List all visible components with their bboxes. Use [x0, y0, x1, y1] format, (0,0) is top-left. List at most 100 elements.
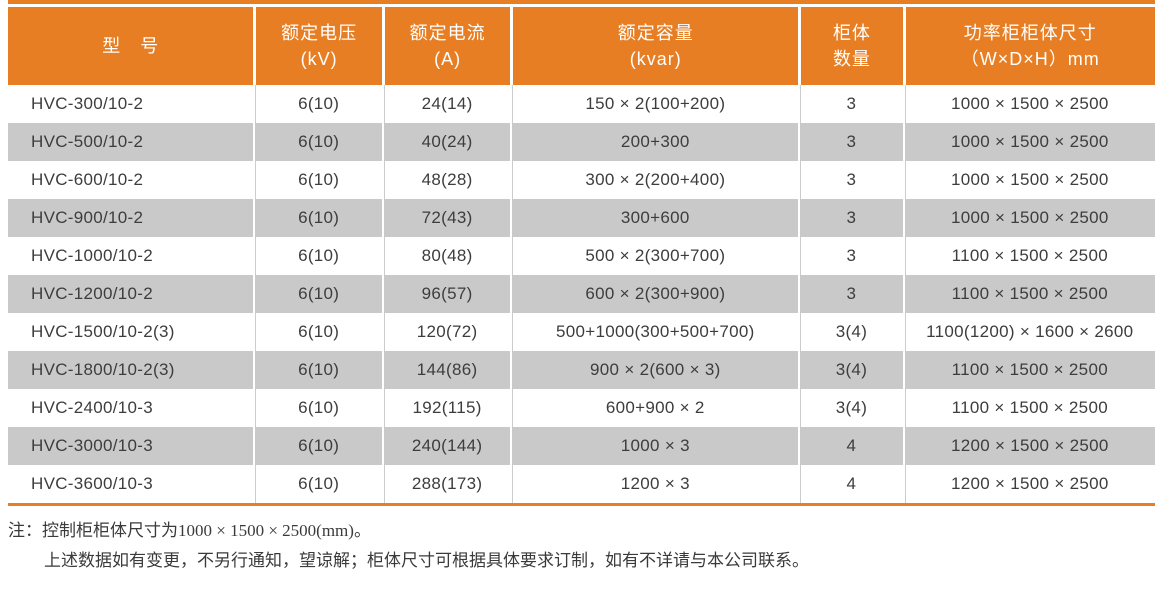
cabinet-dimensions-cell: 1200 × 1500 × 2500 — [902, 465, 1155, 503]
cabinet-dimensions-cell: 1000 × 1500 × 2500 — [902, 161, 1155, 199]
col-header-model: 型 号 — [8, 7, 254, 85]
cabinet-dimensions-cell: 1100 × 1500 × 2500 — [902, 275, 1155, 313]
cabinet-dimensions-cell: 1000 × 1500 × 2500 — [902, 123, 1155, 161]
cabinet-dimensions-cell: 1100 × 1500 × 2500 — [902, 389, 1155, 427]
cabinet-dimensions-cell: 1100 × 1500 × 2500 — [902, 237, 1155, 275]
col-header-cabinet-count-label: 柜体 — [832, 23, 871, 43]
model-cell: HVC-2400/10-3 — [31, 398, 154, 417]
table-header-row: 型 号 额定电压 (kV) 额定电流 (A) 额定容量 (kvar) 柜体 数量… — [8, 7, 1155, 85]
col-header-rated-voltage: 额定电压 (kV) — [253, 7, 382, 85]
rated-capacity-cell: 500+1000(300+500+700) — [510, 313, 798, 351]
rated-current-cell: 144(86) — [381, 351, 511, 389]
cabinet-dimensions-cell: 1100(1200) × 1600 × 2600 — [902, 313, 1155, 351]
rated-capacity-cell: 900 × 2(600 × 3) — [510, 351, 799, 389]
model-cell: HVC-1500/10-2(3) — [31, 322, 175, 341]
rated-current-cell: 288(173) — [381, 465, 510, 503]
rated-capacity-cell: 600 × 2(300+900) — [510, 275, 799, 313]
rated-voltage-cell: 6(10) — [253, 237, 381, 275]
cabinet-dimensions-cell: 1000 × 1500 × 2500 — [902, 85, 1155, 123]
rated-voltage-cell: 6(10) — [253, 427, 382, 465]
table-row: HVC-600/10-2 6(10) 48(28) 300 × 2(200+400) 3… — [8, 161, 1155, 199]
rated-current-cell: 120(72) — [381, 313, 510, 351]
rated-voltage-cell: 6(10) — [253, 199, 382, 237]
model-cell: HVC-600/10-2 — [31, 170, 144, 189]
cabinet-count-cell: 3(4) — [798, 313, 902, 351]
col-header-model-label: 型 号 — [102, 36, 160, 56]
cabinet-count-cell: 4 — [798, 465, 902, 503]
rated-current-cell: 192(115) — [381, 389, 510, 427]
rated-capacity-cell: 150 × 2(100+200) — [510, 85, 798, 123]
table-row: HVC-2400/10-3 6(10) 192(115) 600+900 × 2 3(4… — [8, 389, 1155, 427]
model-cell: HVC-300/10-2 — [31, 94, 144, 113]
model-cell: HVC-1200/10-2 — [8, 275, 254, 313]
col-header-rated-capacity-unit: (kvar) — [629, 49, 682, 69]
rated-current-cell: 24(14) — [381, 85, 510, 123]
table-row: HVC-3000/10-3 6(10) 240(144) 1000 × 3 4 1200 … — [8, 427, 1155, 465]
cabinet-count-cell: 3 — [798, 161, 902, 199]
col-header-cabinet-count-sublabel: 数量 — [832, 49, 871, 69]
rated-current-cell: 48(28) — [381, 161, 510, 199]
rated-voltage-cell: 6(10) — [253, 465, 381, 503]
table-row: HVC-1000/10-2 6(10) 80(48) 500 × 2(300+700)… — [8, 237, 1155, 275]
rated-capacity-cell: 500 × 2(300+700) — [510, 237, 798, 275]
cabinet-count-cell: 3(4) — [798, 389, 902, 427]
table-top-accent-bar — [8, 0, 1155, 4]
rated-voltage-cell: 6(10) — [253, 161, 381, 199]
rated-capacity-cell: 300+600 — [510, 199, 799, 237]
table-row: HVC-1800/10-2(3) 6(10) 144(86) 900 × 2(600 … — [8, 351, 1155, 389]
table-row: HVC-300/10-2 6(10) 24(14) 150 × 2(100+200) 3… — [8, 85, 1155, 123]
col-header-rated-current-unit: (A) — [434, 49, 462, 69]
rated-current-cell: 240(144) — [381, 427, 511, 465]
rated-voltage-cell: 6(10) — [253, 275, 382, 313]
cabinet-dimensions-cell: 1200 × 1500 × 2500 — [902, 427, 1155, 465]
rated-capacity-cell: 1200 × 3 — [510, 465, 798, 503]
rated-voltage-cell: 6(10) — [253, 313, 381, 351]
cabinet-count-cell: 3 — [798, 123, 903, 161]
cabinet-count-cell: 3 — [798, 237, 902, 275]
rated-current-cell: 40(24) — [381, 123, 511, 161]
col-header-cabinet-dimensions-label: 功率柜柜体尺寸 — [963, 23, 1097, 43]
cabinet-count-cell: 3 — [798, 199, 903, 237]
note-disclaimer: 上述数据如有变更，不另行通知，望谅解；柜体尺寸可根据具体要求订制，如有不详请与本… — [44, 551, 809, 570]
rated-voltage-cell: 6(10) — [253, 85, 381, 123]
rated-capacity-cell: 300 × 2(200+400) — [510, 161, 798, 199]
col-header-rated-voltage-unit: (kV) — [300, 49, 338, 69]
notes: 注：控制柜柜体尺寸为1000 × 1500 × 2500(mm)。 上述数据如有… — [8, 516, 1155, 576]
model-cell: HVC-900/10-2 — [8, 199, 254, 237]
rated-voltage-cell: 6(10) — [253, 123, 382, 161]
col-header-rated-current: 额定电流 (A) — [381, 7, 511, 85]
col-header-cabinet-dimensions-unit: （W×D×H）mm — [960, 49, 1100, 69]
rated-capacity-cell: 600+900 × 2 — [510, 389, 798, 427]
col-header-cabinet-count: 柜体 数量 — [798, 7, 903, 85]
note-control-cabinet-size: 注：控制柜柜体尺寸为1000 × 1500 × 2500(mm)。 — [8, 521, 371, 540]
rated-capacity-cell: 1000 × 3 — [510, 427, 799, 465]
cabinet-dimensions-cell: 1100 × 1500 × 2500 — [902, 351, 1155, 389]
table-row: HVC-3600/10-3 6(10) 288(173) 1200 × 3 4 1200 … — [8, 465, 1155, 503]
rated-capacity-cell: 200+300 — [510, 123, 799, 161]
rated-current-cell: 72(43) — [381, 199, 511, 237]
rated-voltage-cell: 6(10) — [253, 389, 381, 427]
cabinet-count-cell: 3(4) — [798, 351, 903, 389]
rated-voltage-cell: 6(10) — [253, 351, 382, 389]
model-cell: HVC-1000/10-2 — [31, 246, 154, 265]
cabinet-count-cell: 3 — [798, 85, 902, 123]
rated-current-cell: 96(57) — [381, 275, 511, 313]
col-header-cabinet-dimensions: 功率柜柜体尺寸 （W×D×H）mm — [902, 7, 1155, 85]
col-header-rated-voltage-label: 额定电压 — [281, 23, 358, 43]
model-cell: HVC-500/10-2 — [8, 123, 254, 161]
cabinet-dimensions-cell: 1000 × 1500 × 2500 — [902, 199, 1155, 237]
col-header-rated-capacity: 额定容量 (kvar) — [510, 7, 799, 85]
col-header-rated-capacity-label: 额定容量 — [617, 23, 694, 43]
model-cell: HVC-3000/10-3 — [8, 427, 254, 465]
table-body: HVC-300/10-2 6(10) 24(14) 150 × 2(100+200) 3… — [8, 85, 1155, 503]
table-row: HVC-1200/10-2 6(10) 96(57) 600 × 2(300+900)… — [8, 275, 1155, 313]
table-row: HVC-500/10-2 6(10) 40(24) 200+300 3 1000 × 15… — [8, 123, 1155, 161]
rated-current-cell: 80(48) — [381, 237, 510, 275]
capacitor-spec-table: 型 号 额定电压 (kV) 额定电流 (A) 额定容量 (kvar) 柜体 数量… — [8, 0, 1155, 506]
cabinet-count-cell: 4 — [798, 427, 903, 465]
model-cell: HVC-1800/10-2(3) — [8, 351, 254, 389]
table-bottom-accent-bar — [8, 503, 1155, 506]
table-row: HVC-1500/10-2(3) 6(10) 120(72) 500+1000(300… — [8, 313, 1155, 351]
col-header-rated-current-label: 额定电流 — [409, 23, 486, 43]
